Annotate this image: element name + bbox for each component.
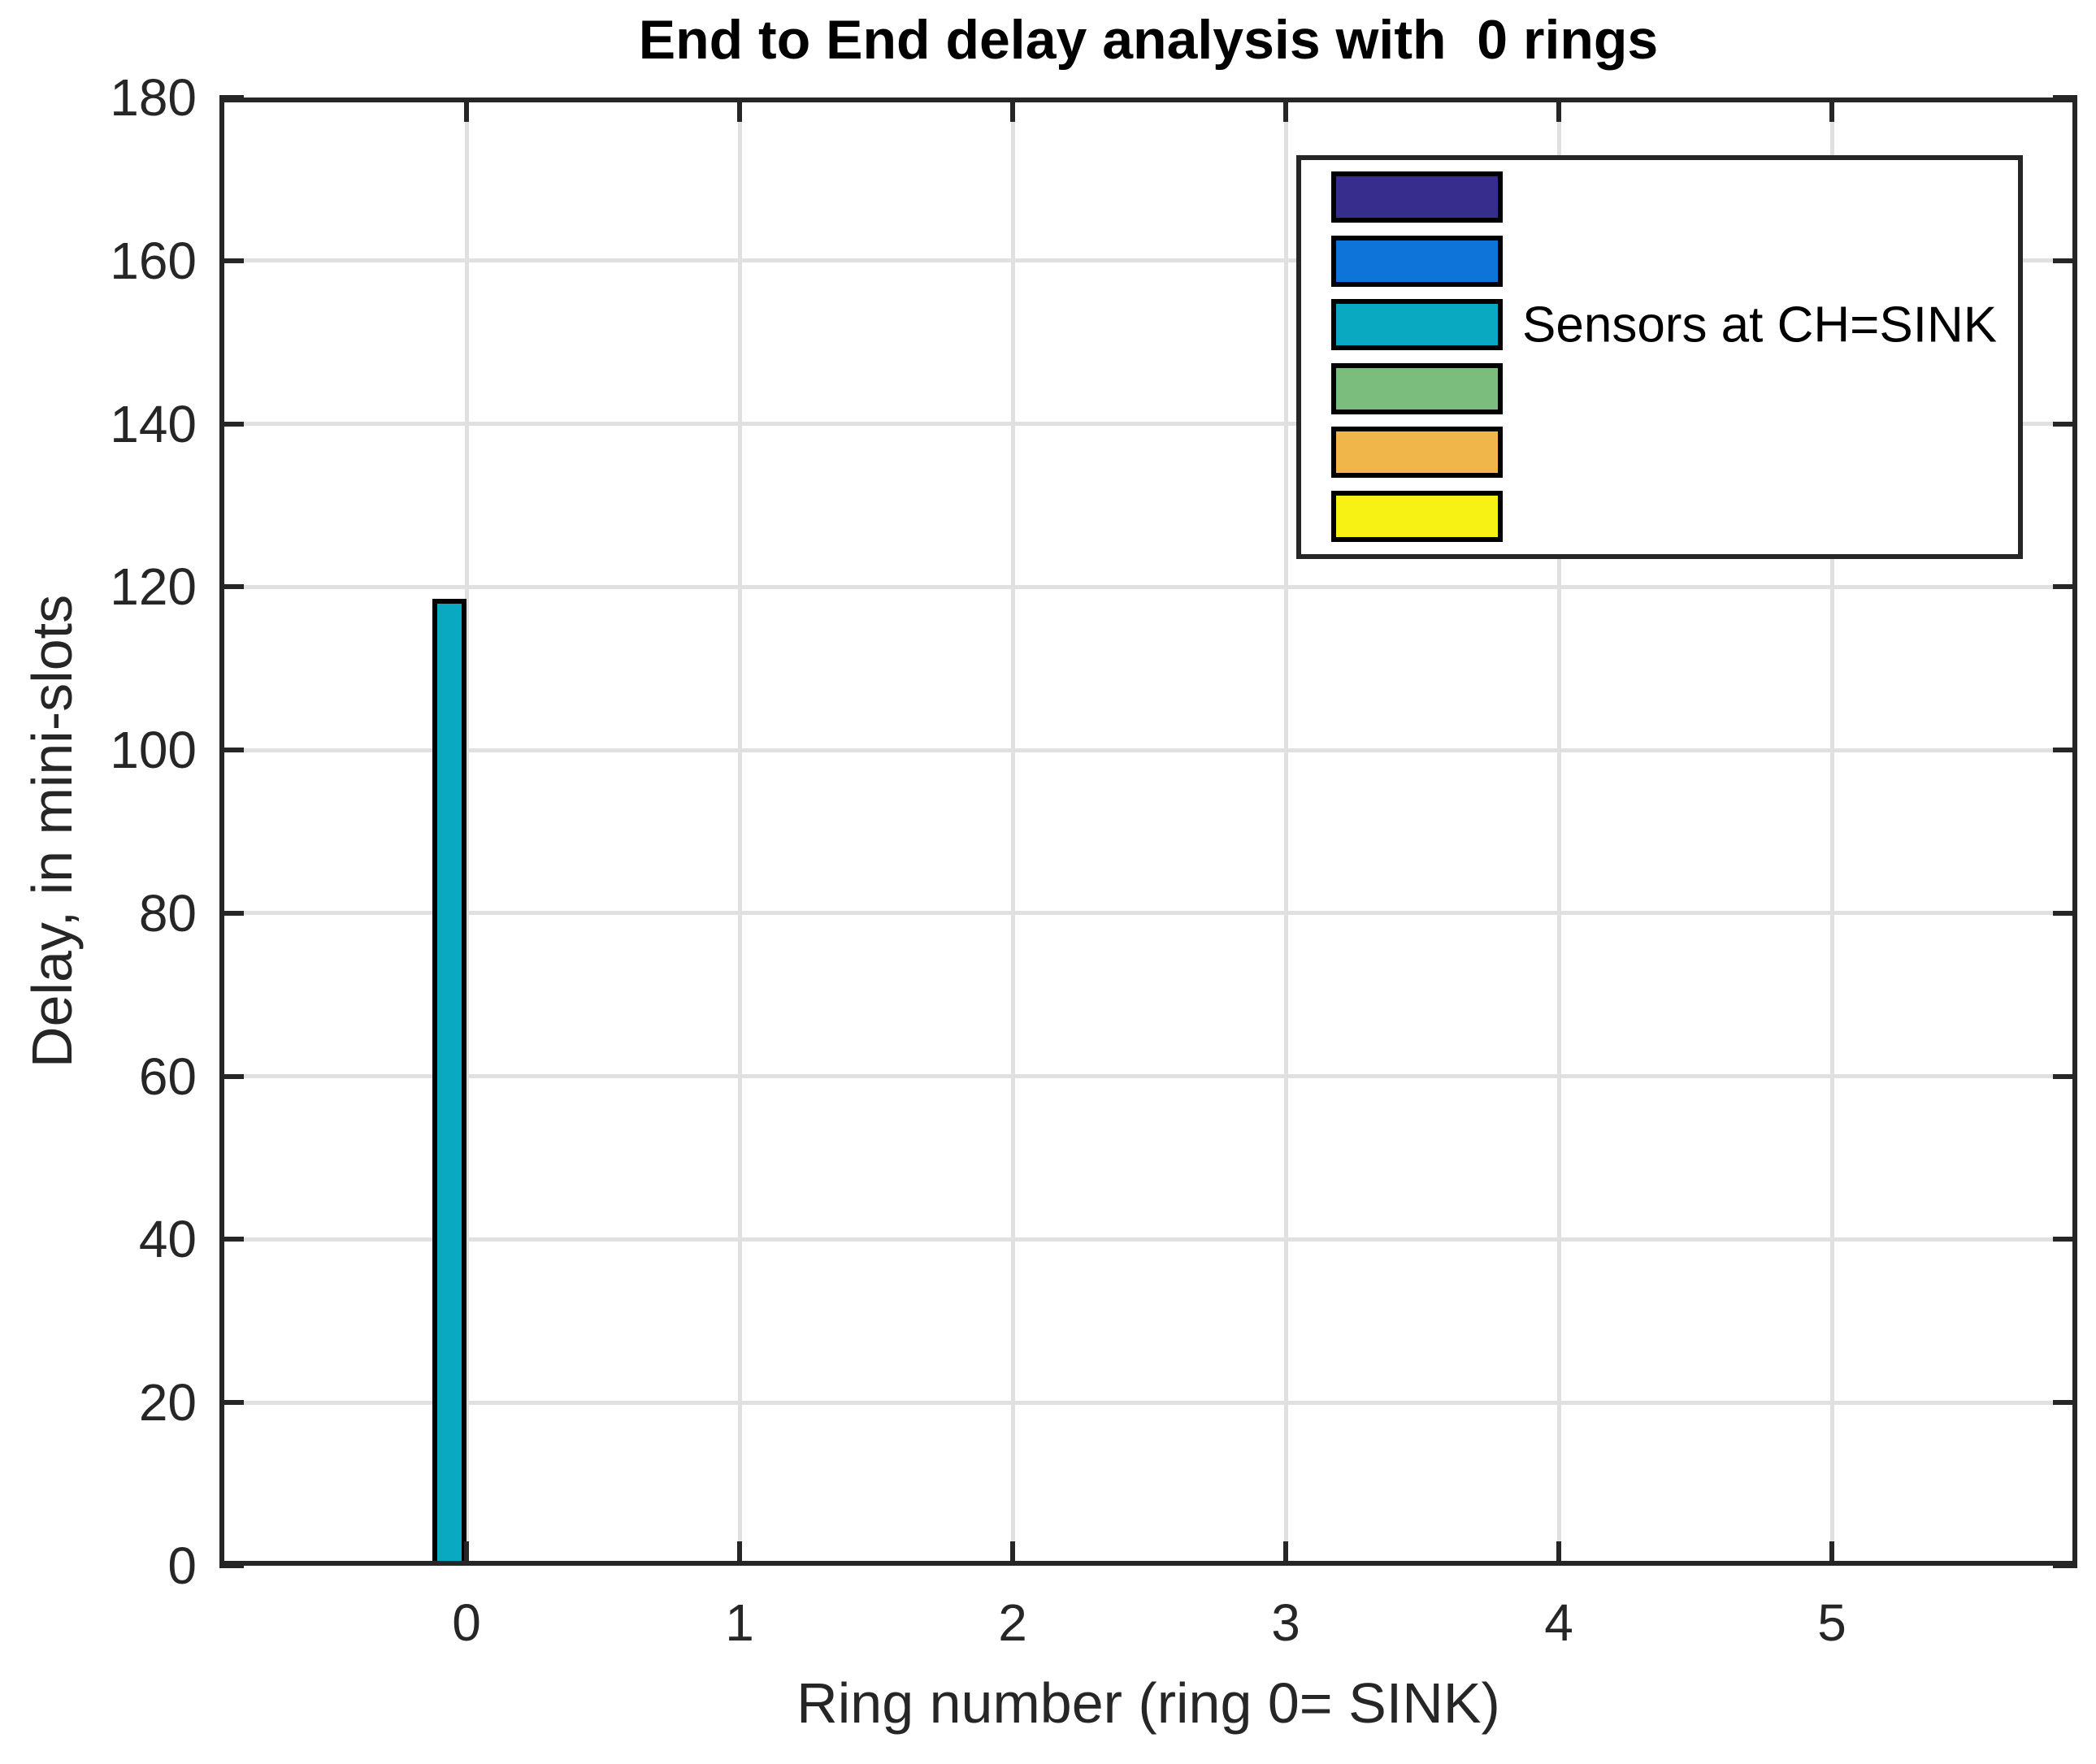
x-tickmark-top xyxy=(737,98,742,122)
y-tick-label-120: 120 xyxy=(110,557,197,617)
legend-swatch-5 xyxy=(1331,427,1503,478)
y-tickmark-right xyxy=(2053,1400,2077,1406)
axis-top xyxy=(219,98,2077,102)
x-tickmark-bottom xyxy=(1556,1541,1561,1566)
x-axis-label: Ring number (ring 0= SINK) xyxy=(796,1671,1500,1735)
y-tickmark-left xyxy=(219,1400,244,1406)
y-tick-label-80: 80 xyxy=(138,883,197,943)
h-gridline xyxy=(219,422,2077,427)
v-gridline xyxy=(1010,98,1015,1566)
y-tick-label-0: 0 xyxy=(167,1536,197,1595)
x-tick-label-3: 3 xyxy=(1271,1593,1300,1652)
y-tick-label-20: 20 xyxy=(138,1373,197,1432)
y-tickmark-left xyxy=(219,584,244,590)
x-tick-label-4: 4 xyxy=(1544,1593,1573,1652)
v-gridline xyxy=(1283,98,1288,1566)
y-tickmark-left xyxy=(219,748,244,753)
legend-swatch-4 xyxy=(1331,363,1503,414)
x-tick-label-0: 0 xyxy=(452,1593,481,1652)
x-tickmark-top xyxy=(1283,98,1288,122)
y-tickmark-left xyxy=(219,258,244,263)
h-gridline xyxy=(219,1074,2077,1079)
h-gridline xyxy=(219,1400,2077,1405)
x-tickmark-top xyxy=(1556,98,1561,122)
y-tickmark-left xyxy=(219,421,244,427)
x-tick-label-1: 1 xyxy=(725,1593,754,1652)
x-tickmark-bottom xyxy=(1829,1541,1834,1566)
axis-right xyxy=(2072,98,2077,1566)
x-tickmark-bottom xyxy=(1010,1541,1015,1566)
legend-swatch-3 xyxy=(1331,299,1503,350)
y-tick-label-180: 180 xyxy=(110,68,197,127)
y-tick-label-60: 60 xyxy=(138,1047,197,1106)
h-gridline xyxy=(219,258,2077,263)
h-gridline xyxy=(219,748,2077,752)
y-tickmark-right xyxy=(2053,421,2077,427)
chart-title: End to End delay analysis with 0 rings xyxy=(638,9,1659,71)
legend: Sensors at CH=SINK xyxy=(1296,155,2023,559)
h-gridline xyxy=(219,584,2077,589)
y-tickmark-left xyxy=(219,1073,244,1079)
y-tickmark-right xyxy=(2053,910,2077,916)
h-gridline xyxy=(219,911,2077,916)
y-tick-label-160: 160 xyxy=(110,231,197,290)
x-tickmark-bottom xyxy=(737,1541,742,1566)
y-tick-label-140: 140 xyxy=(110,394,197,453)
y-tickmark-left xyxy=(219,1237,244,1242)
legend-label: Sensors at CH=SINK xyxy=(1522,297,1998,353)
x-tick-label-5: 5 xyxy=(1817,1593,1846,1652)
legend-swatch-1 xyxy=(1331,171,1503,223)
y-tick-label-100: 100 xyxy=(110,721,197,780)
x-tickmark-top xyxy=(464,98,469,122)
y-axis-label: Delay, in mini-slots xyxy=(20,594,84,1068)
v-gridline xyxy=(1829,98,1834,1566)
axis-bottom xyxy=(219,1561,2077,1566)
v-gridline xyxy=(737,98,742,1566)
v-gridline xyxy=(1556,98,1561,1566)
y-tickmark-right xyxy=(2053,584,2077,590)
axis-left xyxy=(219,98,224,1566)
x-tickmark-bottom xyxy=(464,1541,469,1566)
y-tickmark-right xyxy=(2053,1237,2077,1242)
y-tickmark-right xyxy=(2053,748,2077,753)
bar-series-3-ring-0 xyxy=(432,599,467,1566)
v-gridline xyxy=(464,98,469,1566)
y-tickmark-right xyxy=(2053,1073,2077,1079)
y-tickmark-right xyxy=(2053,258,2077,263)
y-tickmark-right xyxy=(2053,1563,2077,1568)
legend-swatch-6 xyxy=(1331,491,1503,542)
x-tickmark-bottom xyxy=(1283,1541,1288,1566)
legend-swatch-2 xyxy=(1331,236,1503,287)
x-tickmark-top xyxy=(1829,98,1834,122)
y-tick-label-40: 40 xyxy=(138,1210,197,1269)
x-tick-label-2: 2 xyxy=(998,1593,1027,1652)
h-gridline xyxy=(219,1237,2077,1242)
y-tickmark-left xyxy=(219,1563,244,1568)
x-tickmark-top xyxy=(1010,98,1015,122)
y-tickmark-left xyxy=(219,910,244,916)
